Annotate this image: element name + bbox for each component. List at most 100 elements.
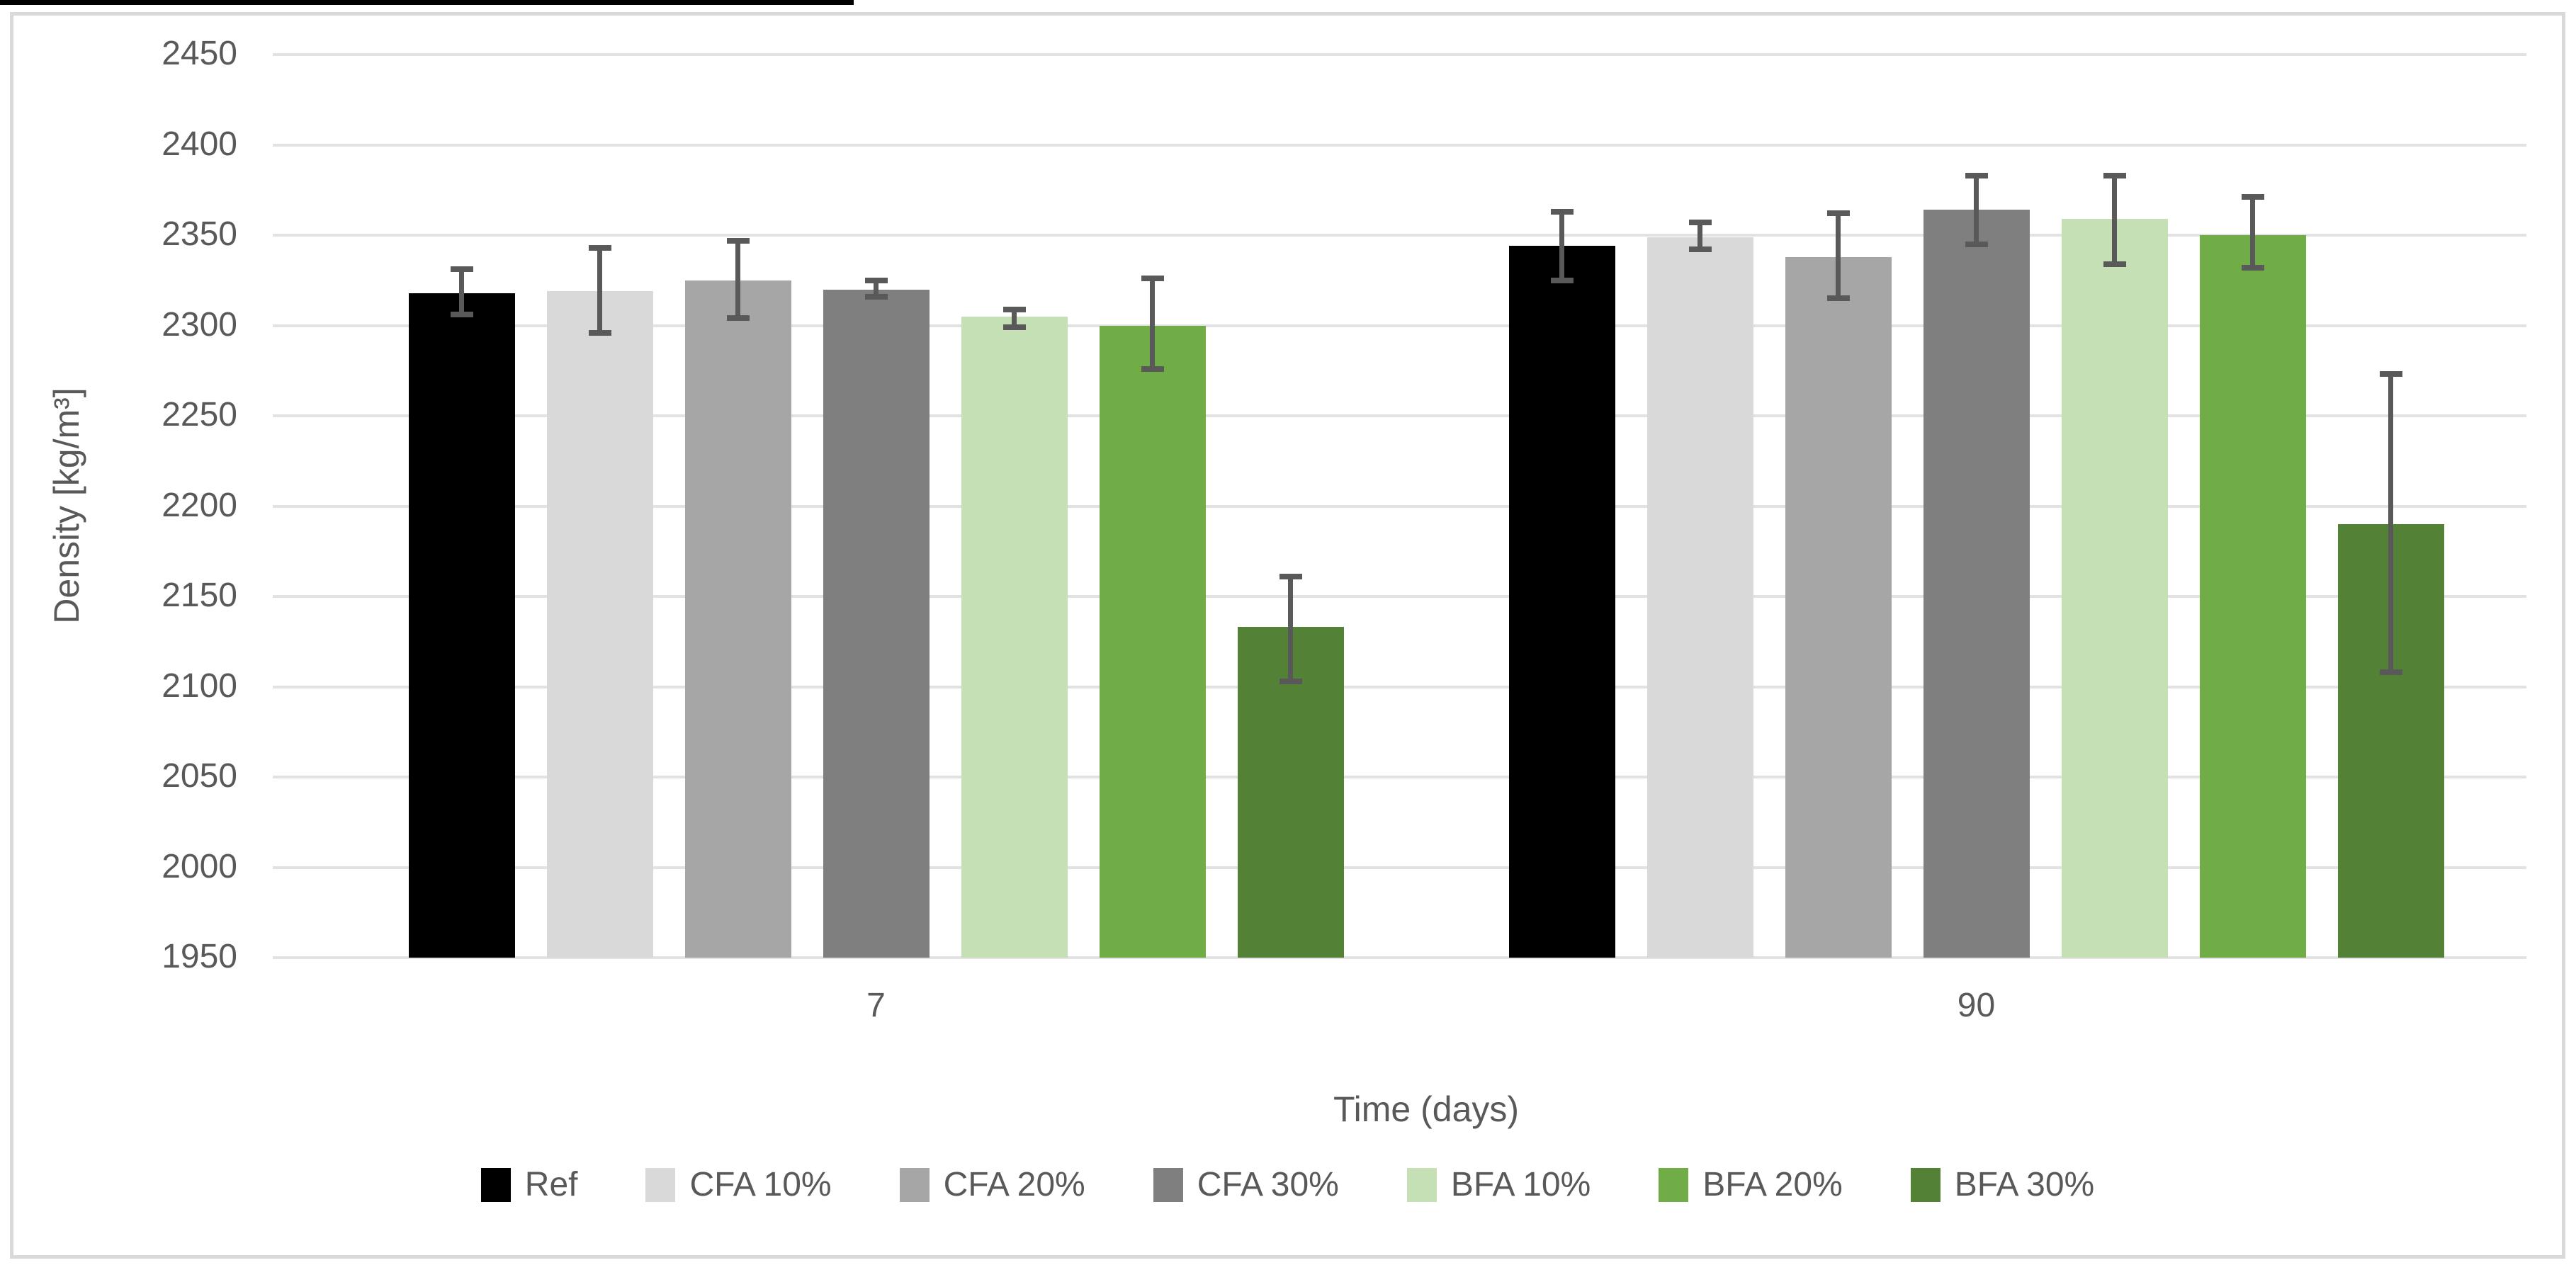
y-tick-label: 2350 <box>162 215 237 253</box>
error-bar-cap-bottom <box>1688 246 1712 253</box>
legend-label: CFA 20% <box>943 1166 1085 1203</box>
legend-item: BFA 20% <box>1659 1166 1843 1203</box>
error-bar-cap-bottom <box>450 312 473 318</box>
error-bar-cap-top <box>864 277 888 283</box>
legend-item: CFA 20% <box>899 1166 1085 1203</box>
error-bar-cap-bottom <box>2241 264 2264 271</box>
y-tick-label: 2000 <box>162 847 237 885</box>
bar-cfa30-7 <box>823 289 930 958</box>
gridline <box>273 956 2526 959</box>
error-bar-cap-bottom <box>1550 277 1574 283</box>
legend-item: BFA 10% <box>1406 1166 1591 1203</box>
y-tick-label: 2300 <box>162 305 237 344</box>
legend-swatch-icon <box>645 1168 676 1202</box>
error-bar-cap-top <box>2379 371 2402 378</box>
error-bar-line <box>1288 576 1293 681</box>
error-bar-cap-bottom <box>864 293 888 300</box>
error-bar-line <box>1836 213 1841 299</box>
error-bar-cap-top <box>1688 220 1712 226</box>
gridline <box>273 776 2526 778</box>
gridline <box>273 53 2526 56</box>
x-axis-title: Time (days) <box>1333 1089 1520 1129</box>
gridline <box>273 866 2526 869</box>
error-bar-cap-top <box>1002 306 1026 312</box>
error-bar-cap-bottom <box>1965 241 1988 247</box>
gridline <box>273 504 2526 508</box>
legend-label: BFA 20% <box>1702 1166 1843 1203</box>
error-bar-line <box>1012 309 1017 328</box>
gridline <box>273 414 2526 417</box>
legend-item: CFA 30% <box>1153 1167 1339 1203</box>
error-bar-cap-bottom <box>2379 669 2402 676</box>
y-axis-title: Density [kg/m³] <box>47 387 86 624</box>
error-bar-line <box>597 247 602 333</box>
error-bar-cap-top <box>726 237 750 244</box>
error-bar-line <box>459 269 464 315</box>
error-bar-cap-bottom <box>726 315 750 322</box>
bar-cfa10-7 <box>546 291 653 958</box>
y-tick-label: 2250 <box>162 396 237 433</box>
legend-label: CFA 10% <box>689 1166 832 1203</box>
error-bar-line <box>1559 211 1564 280</box>
bar-bfa10-90 <box>2061 219 2168 958</box>
legend-swatch-icon <box>480 1168 511 1202</box>
error-bar-line <box>2250 197 2255 268</box>
y-tick-label: 2100 <box>162 667 237 705</box>
error-bar-cap-top <box>2241 194 2264 200</box>
error-bar-cap-bottom <box>1279 678 1302 684</box>
legend-swatch-icon <box>1406 1168 1437 1202</box>
legend-label: BFA 30% <box>1954 1166 2095 1203</box>
y-tick-label: 2200 <box>162 486 237 524</box>
error-bar-cap-bottom <box>588 329 611 336</box>
legend-swatch-icon <box>1153 1168 1183 1202</box>
gridline <box>273 324 2526 327</box>
error-bar-cap-top <box>1550 208 1574 215</box>
legend-label: Ref <box>524 1166 578 1203</box>
legend-swatch-icon <box>1659 1168 1689 1202</box>
gridline <box>273 595 2526 598</box>
bar-bfa10-7 <box>961 316 1068 958</box>
error-bar-cap-bottom <box>2103 261 2126 267</box>
y-tick-label: 2400 <box>162 125 237 163</box>
legend: Ref CFA 10% CFA 20% CFA 30% BFA 10% BFA 20% BF… <box>13 1167 2562 1203</box>
bar-bfa20-7 <box>1099 325 1206 958</box>
error-bar-cap-top <box>1826 210 1850 217</box>
legend-item: BFA 30% <box>1910 1166 2095 1203</box>
error-bar-line <box>1697 222 1702 250</box>
bar-cfa10-90 <box>1646 237 1753 958</box>
error-bar-cap-bottom <box>1826 295 1850 302</box>
error-bar-cap-top <box>2103 172 2126 178</box>
bar-ref-7 <box>408 293 515 958</box>
gridline <box>273 143 2526 147</box>
error-bar-line <box>874 280 879 297</box>
y-tick-label: 1950 <box>162 938 237 975</box>
legend-swatch-icon <box>899 1168 930 1202</box>
error-bar-cap-top <box>1279 573 1302 579</box>
bar-cfa20-90 <box>1785 256 1892 958</box>
legend-item: Ref <box>480 1166 578 1203</box>
error-bar-line <box>1974 175 1979 244</box>
error-bar-cap-top <box>1965 172 1988 178</box>
error-bar-cap-top <box>1141 276 1164 282</box>
y-tick-label: 2050 <box>162 757 237 795</box>
bar-ref-90 <box>1508 246 1615 958</box>
error-bar-cap-top <box>450 266 473 273</box>
bar-bfa20-90 <box>2199 235 2306 958</box>
legend-label: BFA 10% <box>1450 1166 1591 1203</box>
error-bar-cap-top <box>588 244 611 251</box>
error-bar-line <box>2388 374 2393 673</box>
chart-frame: 1950 2000 2050 2100 2150 2200 2250 2300 2350 2400… <box>10 12 2565 1259</box>
bar-cfa20-7 <box>684 280 791 958</box>
gridline <box>273 234 2526 237</box>
bar-cfa30-90 <box>1923 210 2030 958</box>
y-tick-label: 2450 <box>162 35 237 72</box>
legend-label: CFA 30% <box>1197 1166 1339 1203</box>
gridline <box>273 685 2526 688</box>
error-bar-line <box>2112 175 2117 264</box>
top-edge-strip <box>0 0 854 5</box>
error-bar-cap-bottom <box>1141 365 1164 372</box>
category-label: 90 <box>1957 987 1996 1024</box>
error-bar-cap-bottom <box>1002 324 1026 331</box>
legend-swatch-icon <box>1910 1168 1941 1202</box>
